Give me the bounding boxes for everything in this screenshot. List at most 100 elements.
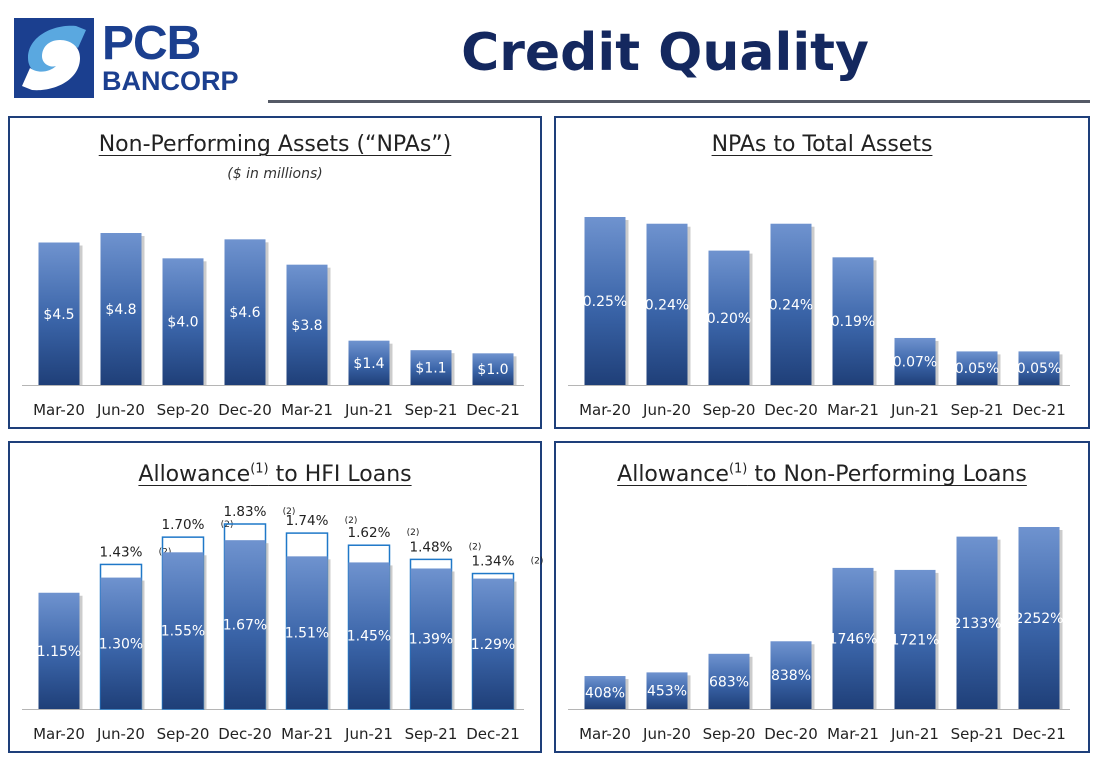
bar — [584, 217, 626, 385]
x-tick-label: Jun-20 — [96, 401, 145, 419]
bar-data-label: $3.8 — [291, 318, 322, 334]
bar-data-label: 1.15% — [37, 644, 81, 660]
chart-title: Non-Performing Assets (“NPAs”) — [10, 130, 540, 160]
bar-data-label: 1746% — [829, 631, 878, 647]
header-divider — [268, 100, 1090, 103]
bar-data-label: 453% — [647, 684, 687, 700]
bar-data-label: 0.24% — [645, 297, 689, 313]
bar — [100, 233, 142, 385]
allowance-hfi-chart-panel: Allowance(1) to HFI Loans 1.15% Mar-20 1.4… — [8, 441, 544, 753]
bar-data-label: $4.0 — [167, 315, 198, 331]
x-tick-label: Jun-21 — [344, 401, 393, 419]
footnote-marker: (2) — [531, 557, 544, 567]
npa-chart-panel: Non-Performing Assets (“NPAs”) ($ in mil… — [8, 116, 542, 429]
footnote-marker: (2) — [221, 520, 234, 530]
x-tick-label: Sep-20 — [157, 725, 210, 743]
x-tick-label: Dec-20 — [764, 725, 818, 743]
npa-bar-chart: $4.5 Mar-20 $4.8 Jun-20 $4.0 Sep-20 $4.6 Dec-20… — [22, 233, 524, 419]
bar-data-label: 1.30% — [99, 636, 143, 652]
x-tick-label: Dec-21 — [1012, 401, 1066, 419]
bar — [770, 641, 812, 709]
outline-data-label: 1.74% — [286, 513, 329, 529]
bar — [832, 257, 874, 385]
x-tick-label: Dec-21 — [1012, 725, 1066, 743]
bar — [894, 337, 936, 385]
x-tick-label: Jun-21 — [890, 401, 939, 419]
x-tick-label: Jun-20 — [642, 401, 691, 419]
bar — [348, 340, 390, 385]
npa-ratio-bar-chart: 0.25% Mar-20 0.24% Jun-20 0.20% Sep-20 0.24% De… — [568, 217, 1070, 419]
x-tick-label: Sep-20 — [157, 401, 210, 419]
bar — [162, 258, 204, 385]
bar — [956, 536, 998, 709]
bar-data-label: 1.45% — [347, 629, 391, 645]
footnote-marker: (1) — [250, 462, 269, 477]
bar — [956, 351, 998, 385]
x-tick-label: Sep-21 — [405, 401, 458, 419]
bar-data-label: $1.0 — [477, 362, 508, 378]
bar-data-label: 683% — [709, 674, 749, 690]
x-tick-label: Mar-21 — [827, 725, 879, 743]
bar — [224, 239, 266, 385]
chart-title-text: NPAs to Total Assets — [711, 132, 933, 157]
bar-data-label: 1.39% — [409, 632, 453, 648]
logo-text-pcb: PCB — [102, 17, 201, 70]
chart-title-text: Non-Performing Assets (“NPAs”) — [98, 132, 452, 157]
bar-data-label: 1.67% — [223, 618, 267, 634]
bar — [224, 540, 266, 709]
chart-subtitle: ($ in millions) — [227, 166, 323, 182]
bar — [770, 223, 812, 385]
x-tick-label: Dec-21 — [466, 725, 520, 743]
bar — [832, 567, 874, 709]
chart-title-rest: to Non-Performing Loans — [747, 462, 1027, 488]
x-tick-label: Mar-20 — [33, 401, 85, 419]
outline-data-label: 1.43% — [100, 544, 143, 560]
footnote-marker: (2) — [345, 516, 358, 526]
bar-data-label: $4.5 — [43, 307, 74, 323]
bar — [708, 250, 750, 385]
chart-title: Allowance(1) to Non-Performing Loans — [556, 455, 1088, 490]
x-tick-label: Jun-21 — [344, 725, 393, 743]
bar-data-label: $1.1 — [415, 361, 446, 377]
outline-data-label: 1.62% — [348, 525, 391, 541]
bar-data-label: 0.07% — [893, 354, 937, 370]
x-tick-label: Mar-21 — [281, 725, 333, 743]
bar — [472, 578, 514, 709]
bar — [410, 568, 452, 709]
bar-data-label: 2252% — [1015, 611, 1064, 627]
x-tick-label: Mar-20 — [579, 401, 631, 419]
x-tick-label: Sep-20 — [703, 725, 756, 743]
page-title: Credit Quality — [461, 23, 869, 83]
x-tick-label: Mar-21 — [281, 401, 333, 419]
bar — [646, 223, 688, 385]
bar-data-label: $4.6 — [229, 305, 260, 321]
bar-data-label: 0.20% — [707, 311, 751, 327]
bar-data-label: 0.05% — [1017, 361, 1061, 377]
outline-data-label: 1.70% — [162, 517, 205, 533]
allowance-hfi-bar-chart: 1.15%Mar-201.43%(2)1.30%Jun-201.70%(2)1.… — [22, 504, 544, 743]
x-tick-label: Mar-20 — [33, 725, 85, 743]
bar — [708, 653, 750, 709]
x-tick-label: Dec-20 — [218, 401, 272, 419]
bar — [646, 672, 688, 709]
bar-data-label: $4.8 — [105, 302, 136, 318]
pcb-bancorp-logo: PCB BANCORP — [14, 18, 254, 98]
bar — [348, 562, 390, 709]
x-tick-label: Mar-21 — [827, 401, 879, 419]
footnote-marker: (2) — [469, 542, 482, 552]
bar — [100, 577, 142, 709]
chart-title-rest: to HFI Loans — [268, 462, 412, 488]
logo-text-bancorp: BANCORP — [102, 66, 239, 96]
bar-data-label: 0.24% — [769, 297, 813, 313]
x-tick-label: Dec-20 — [764, 401, 818, 419]
footnote-marker: (2) — [407, 528, 420, 538]
x-tick-label: Dec-21 — [466, 401, 520, 419]
x-tick-label: Sep-21 — [951, 401, 1004, 419]
bar — [472, 353, 514, 385]
bar-data-label: 1.55% — [161, 624, 205, 640]
allowance-npl-bar-chart: 408% Mar-20 453% Jun-20 683% Sep-20 838% Dec-20… — [568, 527, 1070, 743]
x-tick-label: Sep-21 — [951, 725, 1004, 743]
x-tick-label: Sep-21 — [405, 725, 458, 743]
bar-data-label: $1.4 — [353, 356, 384, 372]
logo-mark-icon — [14, 18, 94, 98]
